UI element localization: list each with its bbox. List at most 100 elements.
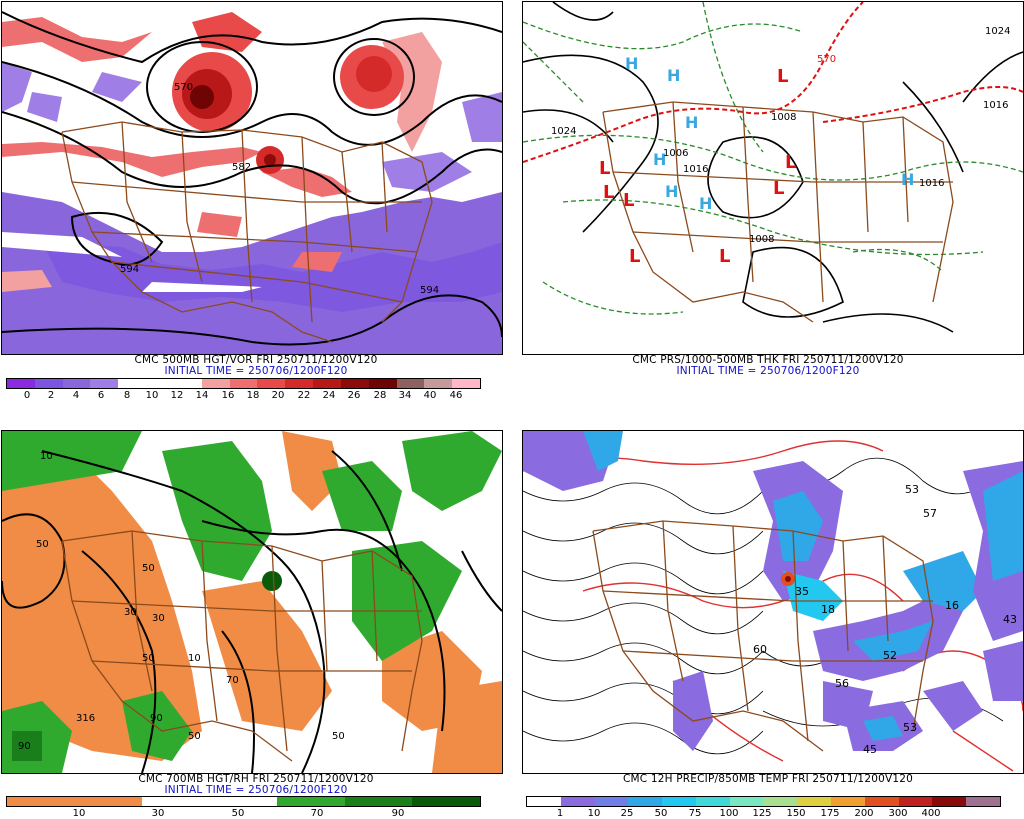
colorbar-label: 4 — [72, 390, 80, 401]
colorbar-label: 6 — [97, 390, 105, 401]
contour-label: 1016 — [919, 178, 945, 189]
low-pressure-marker: L — [623, 190, 635, 211]
map-700mb-rh: 10 50 30 50 10 50 30 50 70 90 316 90 50 — [1, 430, 503, 774]
colorbar-label: 30 — [151, 808, 165, 819]
contour-label: 53 — [905, 483, 919, 496]
contour-label: 1016 — [683, 164, 709, 175]
colorbar-vorticity — [6, 378, 481, 389]
colorbar-label: 400 — [921, 808, 941, 819]
high-pressure-marker: H — [667, 66, 681, 85]
panel-title: CMC 12H PRECIP/850MB TEMP FRI 250711/120… — [623, 773, 913, 785]
low-pressure-marker: L — [629, 246, 641, 267]
colorbar-labels: 0 2 4 6 8 10 12 14 16 18 20 22 24 26 28 … — [6, 390, 479, 402]
colorbar-labels: 10 30 50 70 90 — [6, 808, 479, 819]
contour-label: 35 — [795, 585, 809, 598]
colorbar-label: 125 — [752, 808, 772, 819]
panel-title: CMC 500MB HGT/VOR FRI 250711/1200V120 — [134, 354, 378, 366]
colorbar-label: 100 — [719, 808, 739, 819]
colorbar-relative-humidity — [6, 796, 481, 807]
colorbar-label: 0 — [23, 390, 31, 401]
colorbar-label: 10 — [587, 808, 601, 819]
colorbar-label: 24 — [322, 390, 336, 401]
contour-label: 1008 — [771, 112, 797, 123]
contour-label: 582 — [232, 162, 252, 173]
colorbar-label: 70 — [310, 808, 324, 819]
colorbar-label: 40 — [423, 390, 437, 401]
contour-label: 52 — [883, 649, 897, 662]
colorbar-label: 150 — [786, 808, 806, 819]
colorbar-label: 14 — [195, 390, 209, 401]
contour-label: 1024 — [985, 26, 1011, 37]
contour-label: 60 — [753, 643, 767, 656]
panel-title: CMC PRS/1000-500MB THK FRI 250711/1200V1… — [632, 354, 904, 366]
colorbar-label: 2 — [47, 390, 55, 401]
colorbar-label: 16 — [221, 390, 235, 401]
contour-label: 50 — [36, 539, 49, 550]
low-pressure-marker: L — [603, 182, 615, 203]
contour-label: 43 — [1003, 613, 1017, 626]
colorbar-label: 8 — [123, 390, 131, 401]
colorbar-label: 34 — [398, 390, 412, 401]
contour-label: 570 — [174, 82, 194, 93]
map-pressure-thickness: H H H H H H H L L L L L L L L 1024 1024 … — [522, 1, 1024, 355]
contour-label: 30 — [152, 613, 165, 624]
contour-label: 1006 — [663, 148, 689, 159]
contour-label: 50 — [142, 653, 155, 664]
contour-label: 90 — [18, 741, 31, 752]
initial-time: INITIAL TIME = 250706/1200F120 — [164, 784, 348, 796]
contour-label: 1008 — [749, 234, 775, 245]
contour-label: 90 — [150, 713, 163, 724]
map-graphic — [2, 431, 502, 773]
colorbar-label: 22 — [297, 390, 311, 401]
panel-title: CMC 700MB HGT/RH FRI 250711/1200V120 — [138, 773, 374, 785]
contour-label: 45 — [863, 743, 877, 756]
high-pressure-marker: H — [625, 54, 639, 73]
contour-label: 10 — [188, 653, 201, 664]
map-precip-850mb-temp: 53 57 52 56 45 53 16 18 35 60 43 — [522, 430, 1024, 774]
colorbar-label: 25 — [620, 808, 634, 819]
panel-pressure-thickness: H H H H H H H L L L L L L L L 1024 1024 … — [512, 0, 1024, 410]
colorbar-label: 18 — [246, 390, 260, 401]
contour-label: 50 — [188, 731, 201, 742]
contour-label: 56 — [835, 677, 849, 690]
contour-label: 10 — [40, 451, 53, 462]
low-pressure-marker: L — [719, 246, 731, 267]
colorbar-label: 300 — [888, 808, 908, 819]
contour-label: 570 — [817, 54, 837, 65]
map-graphic — [523, 431, 1023, 772]
contour-label: 53 — [903, 721, 917, 734]
colorbar-label: 50 — [654, 808, 668, 819]
high-pressure-marker: H — [665, 182, 679, 201]
colorbar-label: 46 — [449, 390, 463, 401]
colorbar-label: 200 — [854, 808, 874, 819]
low-pressure-marker: L — [599, 158, 611, 179]
colorbar-label: 175 — [820, 808, 840, 819]
high-pressure-marker: H — [685, 113, 699, 132]
high-pressure-marker: H — [653, 150, 667, 169]
low-pressure-marker: L — [785, 152, 797, 173]
colorbar-label: 10 — [145, 390, 159, 401]
colorbar-label: 12 — [170, 390, 184, 401]
colorbar-labels: 1 10 25 50 75 100 125 150 175 200 300 40… — [526, 808, 999, 819]
contour-label: 50 — [142, 563, 155, 574]
colorbar-precip — [526, 796, 1001, 807]
contour-label: 50 — [332, 731, 345, 742]
high-pressure-marker: H — [699, 194, 713, 213]
high-pressure-marker: H — [901, 170, 915, 189]
contour-label: 70 — [226, 675, 239, 686]
colorbar-label: 20 — [271, 390, 285, 401]
colorbar-label: 1 — [556, 808, 564, 819]
map-500mb-vorticity: 570 582 594 594 — [1, 1, 503, 355]
panel-500mb-vorticity: 570 582 594 594 CMC 500MB HGT/VOR FRI 25… — [0, 0, 512, 410]
low-pressure-marker: L — [773, 178, 785, 199]
colorbar-label: 90 — [391, 808, 405, 819]
colorbar-label: 10 — [72, 808, 86, 819]
contour-label: 18 — [821, 603, 835, 616]
colorbar-label: 28 — [373, 390, 387, 401]
colorbar-label: 75 — [688, 808, 702, 819]
initial-time: INITIAL TIME = 250706/1200F120 — [676, 365, 860, 377]
panel-700mb-rh: 10 50 30 50 10 50 30 50 70 90 316 90 50 … — [0, 410, 512, 819]
contour-label: 594 — [120, 264, 140, 275]
map-graphic — [523, 2, 1023, 333]
low-pressure-marker: L — [777, 66, 789, 87]
